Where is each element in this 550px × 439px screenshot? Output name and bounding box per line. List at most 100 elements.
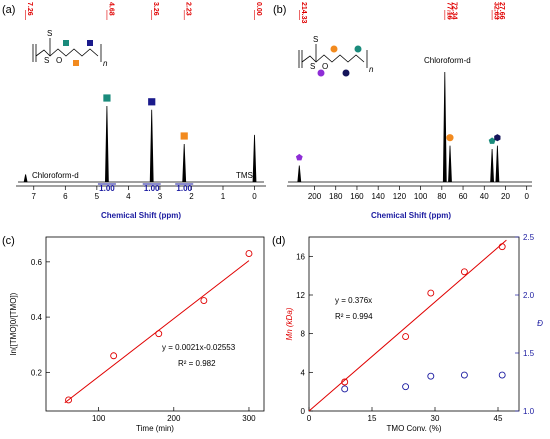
b-peak-label-text-3: 32.63 xyxy=(493,2,500,20)
a-peak-label-3: 2.23 xyxy=(183,2,192,20)
b-peak-4 xyxy=(495,145,500,183)
a-struct-teal-square xyxy=(63,40,69,46)
d-x-axis-label: TMO Conv. (%) xyxy=(387,424,442,433)
d-y2tick-label-2: 2.0 xyxy=(523,291,535,300)
b-peak-0 xyxy=(297,165,302,183)
a-n-subscript: n xyxy=(103,59,108,68)
b-xtick-label-10: 0 xyxy=(524,192,529,201)
panel-c: (c) 100 200 300 0.2 0.4 0.6 y = 0.0021x-0.025… xyxy=(2,235,265,433)
d-y2-axis-label: Đ xyxy=(537,319,543,328)
b-sulfur-2: S xyxy=(313,35,318,44)
b-peak-1 xyxy=(442,71,447,183)
b-x-ticks: 200 180 160 140 120 100 80 60 40 20 0 xyxy=(308,186,529,201)
c-points xyxy=(65,250,253,404)
b-struct-purple-pentagon xyxy=(317,69,325,77)
a-sulfur-1: S xyxy=(44,56,49,65)
a-oxygen: O xyxy=(56,56,62,65)
a-peak-label-text-1: 4.68 xyxy=(107,2,114,16)
panel-b-label: (b) xyxy=(273,4,286,16)
c-xtick-label-1: 200 xyxy=(167,414,181,423)
c-y-axis-label: ln([TMO]0/[TMO]) xyxy=(9,292,18,355)
d-plot-frame xyxy=(308,236,520,412)
a-struct-navy-square xyxy=(87,40,93,46)
b-struct-teal-pentagon xyxy=(354,45,362,53)
c-ytick-label-1: 0.4 xyxy=(31,313,43,322)
c-x-axis-label: Time (min) xyxy=(136,424,174,433)
c-xtick-label-2: 300 xyxy=(242,414,256,423)
b-sulfur-1: S xyxy=(310,62,315,71)
a-xtick-label-0: 7 xyxy=(32,192,37,201)
panel-a-label: (a) xyxy=(2,4,15,16)
d-ticks: 0 15 30 45 0 4 8 12 16 1.0 1.5 2.0 2.5 xyxy=(296,233,535,423)
a-peak-label-0: 7.26 xyxy=(25,2,33,20)
b-xtick-label-3: 140 xyxy=(371,192,385,201)
panel-c-label: (c) xyxy=(2,235,15,247)
b-structure xyxy=(298,44,368,68)
d-series0-point-0 xyxy=(341,378,349,386)
c-plot-frame xyxy=(45,236,265,412)
b-spectrum xyxy=(288,71,532,183)
a-xtick-label-6: 1 xyxy=(221,192,226,201)
b-peak-3 xyxy=(490,148,494,183)
d-ytick-label-1: 4 xyxy=(301,368,306,377)
b-xtick-label-0: 200 xyxy=(308,192,322,201)
d-series1-point-2 xyxy=(427,372,435,380)
a-peak-1 xyxy=(105,105,109,183)
b-xtick-label-7: 60 xyxy=(459,192,468,201)
d-ytick-label-3: 12 xyxy=(296,291,305,300)
a-backbone xyxy=(35,48,99,57)
d-y2tick-label-0: 1.0 xyxy=(523,407,535,416)
b-peak-label-text-2: 72.34 xyxy=(451,2,458,20)
a-sulfur-2: S xyxy=(47,29,52,38)
c-point-2 xyxy=(155,330,163,338)
b-peak-label-0: 214.33 xyxy=(299,2,307,24)
a-peak-4 xyxy=(252,134,257,183)
a-peak-label-1: 4.68 xyxy=(106,2,114,20)
d-xtick-label-1: 15 xyxy=(368,414,377,423)
c-ytick-label-0: 0.2 xyxy=(31,368,43,377)
c-r2: R² = 0.982 xyxy=(178,359,216,368)
d-y-axis-label: Mn (kDa) xyxy=(285,307,294,340)
a-spectrum xyxy=(18,105,264,183)
a-x-axis-label: Chemical Shift (ppm) xyxy=(101,211,181,220)
a-xtick-label-5: 2 xyxy=(189,192,194,201)
b-marker-0 xyxy=(295,153,303,161)
b-peak-2 xyxy=(448,145,452,183)
a-peak-2 xyxy=(149,109,154,183)
a-bracket-left xyxy=(32,44,37,62)
c-ticks: 100 200 300 0.2 0.4 0.6 xyxy=(31,258,256,423)
b-xtick-label-9: 20 xyxy=(501,192,510,201)
b-xtick-label-1: 180 xyxy=(329,192,343,201)
d-xtick-label-3: 45 xyxy=(494,414,503,423)
c-point-0 xyxy=(65,396,73,404)
a-integral-value-1: 1.00 xyxy=(144,184,160,193)
d-series0-point-1 xyxy=(402,333,410,341)
d-y2tick-label-1: 1.5 xyxy=(523,349,535,358)
d-series1-point-4 xyxy=(498,371,506,379)
d-r2: R² = 0.994 xyxy=(335,312,373,321)
b-peak-label-text-1: 77.16 xyxy=(445,2,452,20)
a-peak-label-text-3: 2.23 xyxy=(185,2,192,16)
a-peak-labels: 7.26 4.68 3.26 2.23 0.00 xyxy=(25,2,262,20)
d-series0-point-4 xyxy=(498,243,506,251)
d-ytick-label-4: 16 xyxy=(296,252,305,261)
d-series0-point-2 xyxy=(427,289,435,297)
a-struct-orange-square xyxy=(73,60,79,66)
b-peak-label-2: 72.34 xyxy=(449,2,458,20)
b-xtick-label-2: 160 xyxy=(350,192,364,201)
d-series1-point-3 xyxy=(460,371,468,379)
a-marker-0 xyxy=(103,94,111,102)
a-peak-label-4: 0.00 xyxy=(254,2,262,20)
b-peak-markers xyxy=(295,134,501,161)
b-n-subscript: n xyxy=(369,65,374,74)
b-x-axis-label: Chemical Shift (ppm) xyxy=(371,211,451,220)
b-bracket-left xyxy=(298,50,303,68)
d-xtick-label-2: 30 xyxy=(431,414,440,423)
b-xtick-label-6: 80 xyxy=(437,192,446,201)
a-integrals: 1.00 1.00 1.00 xyxy=(97,183,194,193)
c-point-3 xyxy=(200,297,208,304)
a-peak-0 xyxy=(23,174,28,183)
